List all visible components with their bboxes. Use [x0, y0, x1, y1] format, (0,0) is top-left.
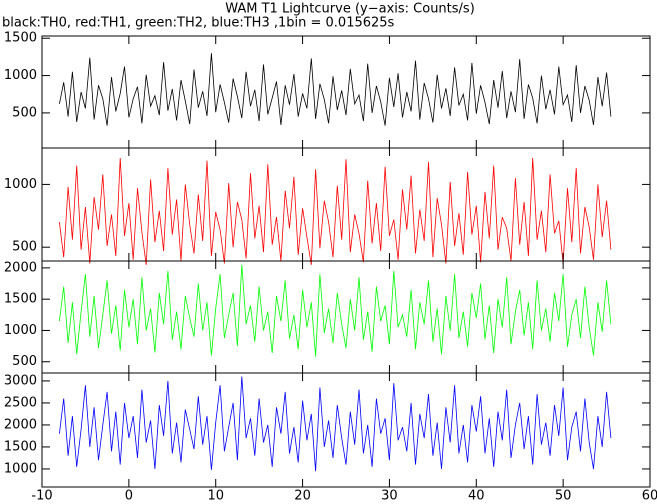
lightcurve	[59, 264, 612, 357]
y-tick-label: 1000	[4, 323, 37, 338]
y-tick-label: 1500	[4, 292, 37, 307]
x-tick-label: 10	[207, 489, 224, 504]
x-tick-label: 30	[381, 489, 398, 504]
lightcurve	[59, 53, 612, 126]
x-tick-label: 40	[468, 489, 485, 504]
x-tick-label: 60	[642, 489, 657, 504]
y-tick-label: 1500	[4, 439, 37, 454]
lightcurve	[59, 376, 612, 472]
y-tick-label: 2500	[4, 395, 37, 410]
y-tick-label: 1000	[4, 68, 37, 83]
y-tick-label: 2000	[4, 417, 37, 432]
y-tick-label: 500	[12, 240, 37, 255]
chart-subtitle: black:TH0, red:TH1, green:TH2, blue:TH3 …	[2, 16, 395, 31]
y-tick-label: 500	[12, 354, 37, 369]
panel-frame	[41, 372, 651, 488]
y-tick-label: 3000	[4, 373, 37, 388]
y-tick-label: 1500	[4, 31, 37, 46]
x-tick-label: 0	[125, 489, 133, 504]
y-tick-label: 1000	[4, 461, 37, 476]
chart-title: WAM T1 Lightcurve (y−axis: Counts/s)	[225, 2, 475, 17]
panel-frame	[41, 35, 651, 149]
y-tick-label: 2000	[4, 260, 37, 275]
x-tick-label: 50	[555, 489, 572, 504]
y-tick-label: 500	[12, 105, 37, 120]
y-tick-label: 1000	[4, 177, 37, 192]
x-tick-label: -10	[31, 489, 52, 504]
x-tick-label: 20	[294, 489, 311, 504]
lightcurve	[59, 157, 612, 265]
